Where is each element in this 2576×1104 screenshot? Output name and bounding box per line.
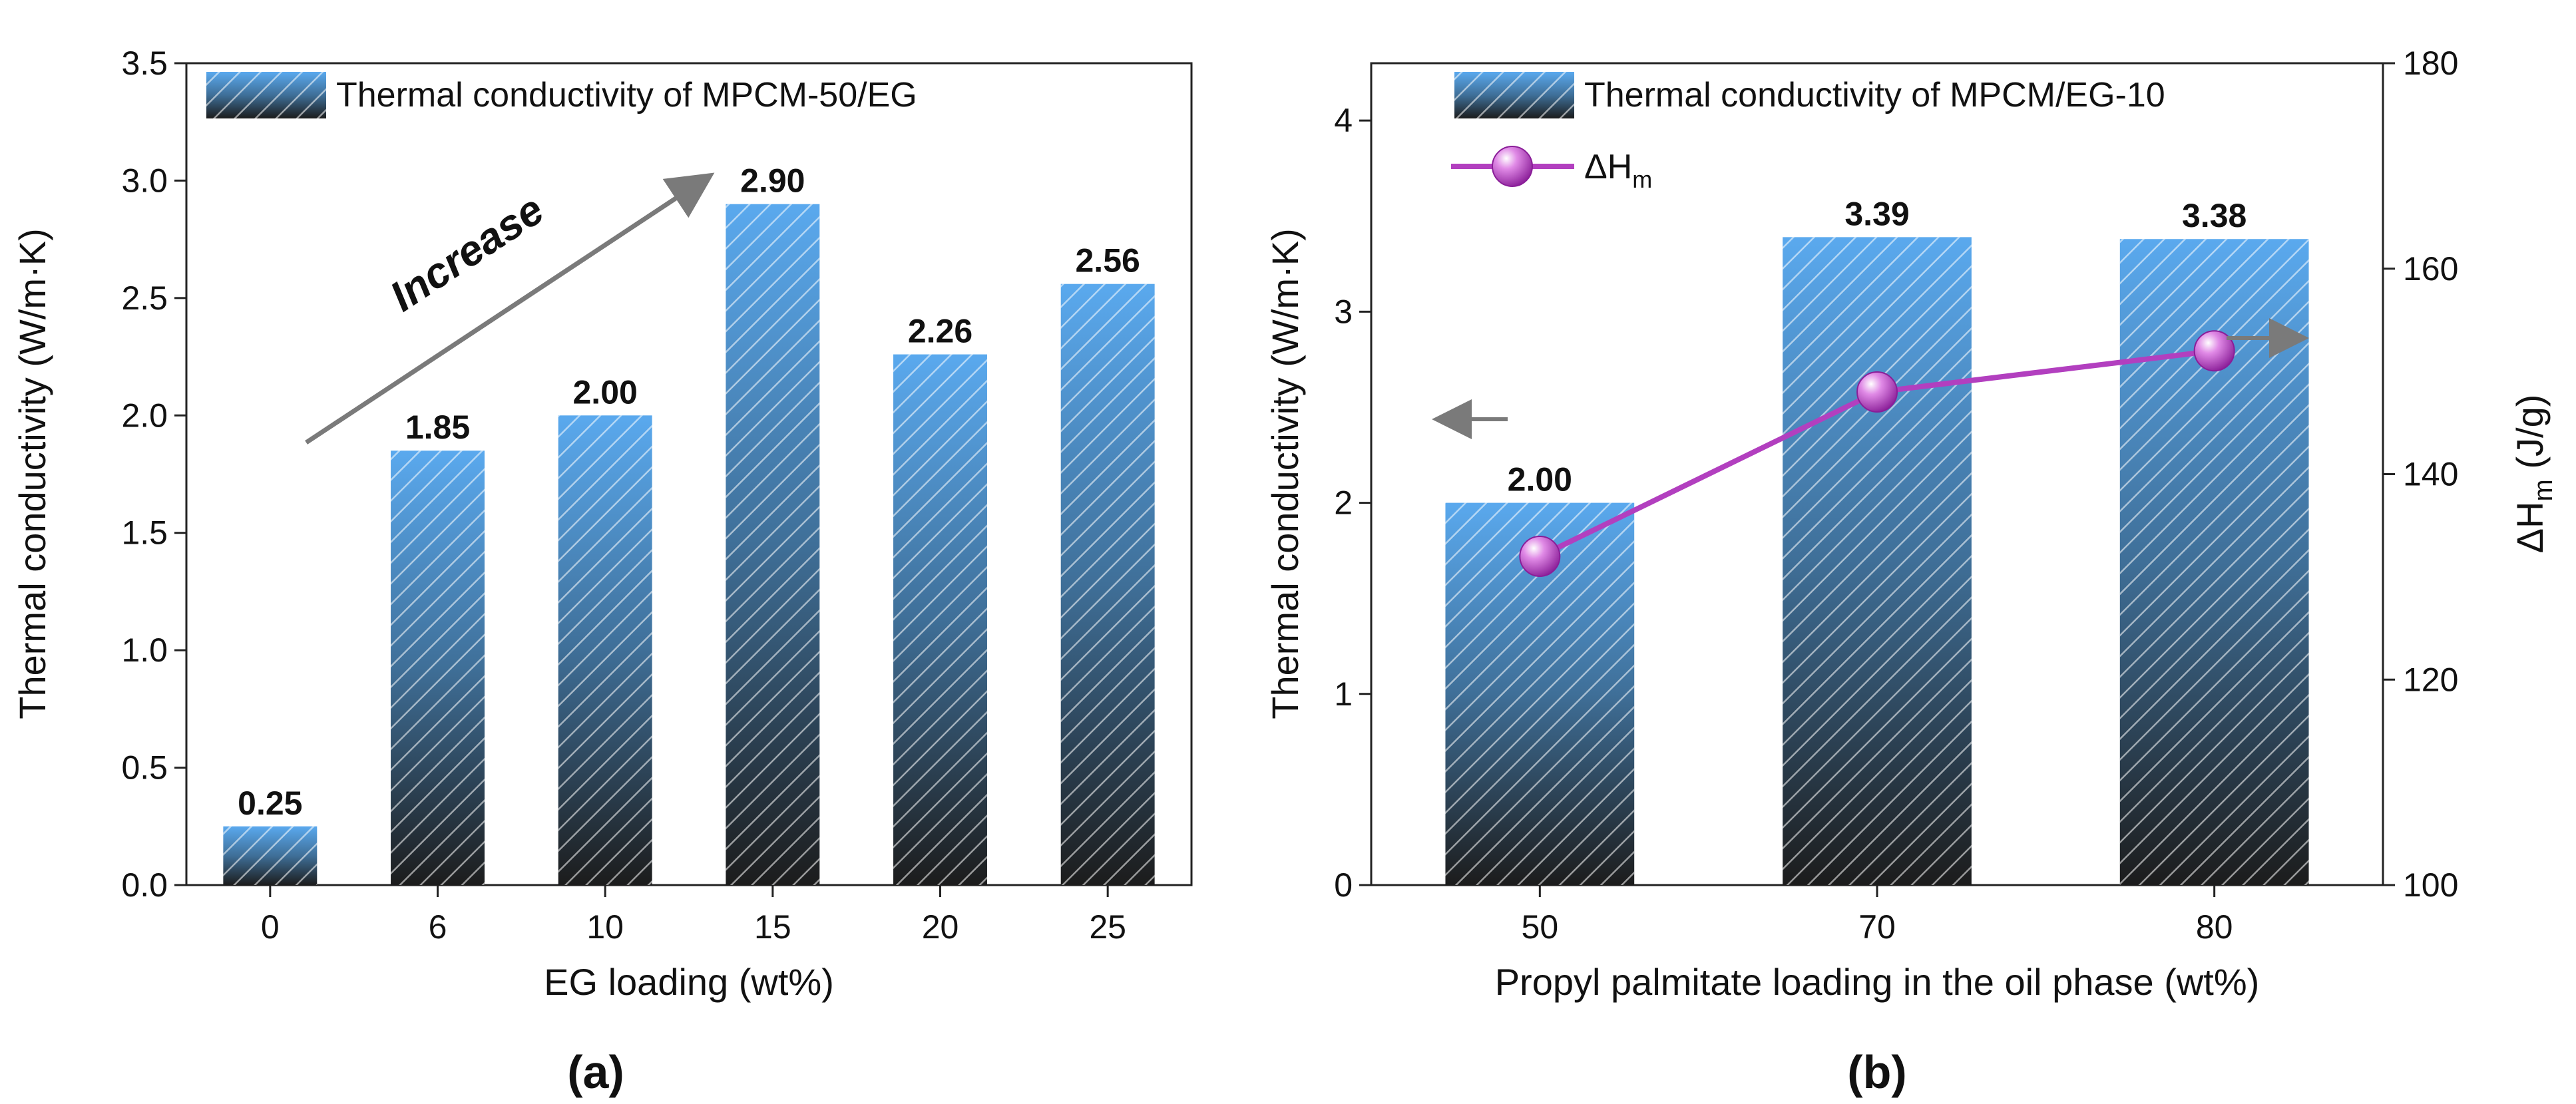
bar-value-label: 3.39 xyxy=(1844,195,1909,232)
bar-hatch xyxy=(1060,283,1155,886)
panel-b-x-axis: 50 70 80 xyxy=(1522,885,2233,946)
panel-a-x-axis-label: EG loading (wt%) xyxy=(544,961,834,1003)
bar-hatch xyxy=(391,451,485,885)
y2-tick-label: 120 xyxy=(2403,661,2458,698)
bar-value-label: 0.25 xyxy=(238,785,302,822)
panel-a-increase-label: Increase xyxy=(381,185,552,320)
y-tick-label: 4 xyxy=(1334,102,1353,139)
panel-b-right-y-axis: 100 120 140 160 180 xyxy=(2383,45,2458,904)
bar-hatch xyxy=(223,826,318,885)
panel-b-bars: 2.00 3.39 3.38 xyxy=(1445,195,2309,885)
panel-a-increase-arrow xyxy=(305,172,715,445)
y-tick-label: 3 xyxy=(1334,293,1353,330)
panel-a-label: (a) xyxy=(567,1046,624,1098)
bar-value-label: 2.00 xyxy=(573,373,638,411)
bar-value-label: 2.00 xyxy=(1508,461,1572,498)
panel-b-legend-marker xyxy=(1492,146,1533,187)
y-tick-label: 0.0 xyxy=(121,866,168,904)
x-tick-label: 15 xyxy=(754,908,791,946)
x-tick-label: 0 xyxy=(261,908,280,946)
enthalpy-point xyxy=(1856,371,1898,413)
panel-b-legend-bar-label: Thermal conductivity of MPCM/EG-10 xyxy=(1584,76,2165,114)
x-tick-label: 80 xyxy=(2196,908,2233,946)
y2-tick-label: 140 xyxy=(2403,456,2458,493)
bar-value-label: 2.56 xyxy=(1076,242,1140,279)
bar-value-label: 2.90 xyxy=(740,162,805,200)
panel-b-chart: 0 1 2 3 4 100 120 140 160 180 2.00 3.39 3.38 50 70 8… xyxy=(1264,45,2558,1098)
panel-b-y-axis-label: Thermal conductivity (W/m·K) xyxy=(1264,228,1306,719)
panel-b-legend-bar-swatch-hatch xyxy=(1454,72,1574,118)
y-tick-label: 1 xyxy=(1334,675,1353,713)
y-tick-label: 0 xyxy=(1334,866,1353,904)
bar-hatch xyxy=(893,354,987,885)
panel-b-y2-axis-label: ΔHm (J/g) xyxy=(2509,395,2558,554)
panel-b-x-axis-label: Propyl palmitate loading in the oil phas… xyxy=(1495,961,2260,1003)
bar-hatch xyxy=(558,415,652,885)
panel-a-chart: 0.0 0.5 1.0 1.5 2.0 2.5 3.0 3.5 0.25 1.85 2.00 2.9… xyxy=(11,45,1193,1098)
y2-tick-label: 180 xyxy=(2403,45,2458,82)
y-tick-label: 2 xyxy=(1334,484,1353,522)
y-tick-label: 3.5 xyxy=(121,45,168,82)
x-tick-label: 25 xyxy=(1089,908,1126,946)
panel-b-legend-line-label: ΔHm xyxy=(1584,148,1652,193)
y-tick-label: 2.5 xyxy=(121,279,168,317)
panel-a-x-axis: 0 6 10 15 20 25 xyxy=(261,885,1126,946)
y-tick-label: 2.0 xyxy=(121,397,168,434)
bar-hatch xyxy=(1783,237,1972,885)
panel-b-label: (b) xyxy=(1847,1046,1906,1098)
y2-tick-label: 100 xyxy=(2403,866,2458,904)
y-tick-label: 3.0 xyxy=(121,162,168,199)
bar-value-label: 3.38 xyxy=(2182,197,2247,234)
x-tick-label: 10 xyxy=(586,908,624,946)
y2-tick-label: 160 xyxy=(2403,250,2458,287)
x-tick-label: 20 xyxy=(922,908,959,946)
enthalpy-point xyxy=(1519,536,1561,577)
x-tick-label: 6 xyxy=(429,908,447,946)
bar-value-label: 1.85 xyxy=(405,409,470,446)
panel-b-left-y-axis: 0 1 2 3 4 xyxy=(1334,102,1371,904)
panel-b-enthalpy-line xyxy=(1519,330,2235,577)
panel-a-y-axis-label: Thermal conductivity (W/m·K) xyxy=(11,228,53,719)
panel-a-legend-swatch-hatch xyxy=(206,72,326,118)
x-tick-label: 70 xyxy=(1858,908,1896,946)
y-tick-label: 0.5 xyxy=(121,749,168,787)
x-tick-label: 50 xyxy=(1522,908,1559,946)
panel-a-bars: 0.25 1.85 2.00 2.90 2.26 2.56 xyxy=(223,162,1155,886)
panel-a-legend-label: Thermal conductivity of MPCM-50/EG xyxy=(336,76,917,114)
y-tick-label: 1.0 xyxy=(121,632,168,669)
y-tick-label: 1.5 xyxy=(121,514,168,552)
bar-value-label: 2.26 xyxy=(908,313,972,350)
panel-a-y-axis: 0.0 0.5 1.0 1.5 2.0 2.5 3.0 3.5 xyxy=(121,45,186,904)
bar-hatch xyxy=(726,204,820,885)
enthalpy-point xyxy=(2193,330,2235,372)
panel-a-plot-frame xyxy=(185,62,1193,886)
